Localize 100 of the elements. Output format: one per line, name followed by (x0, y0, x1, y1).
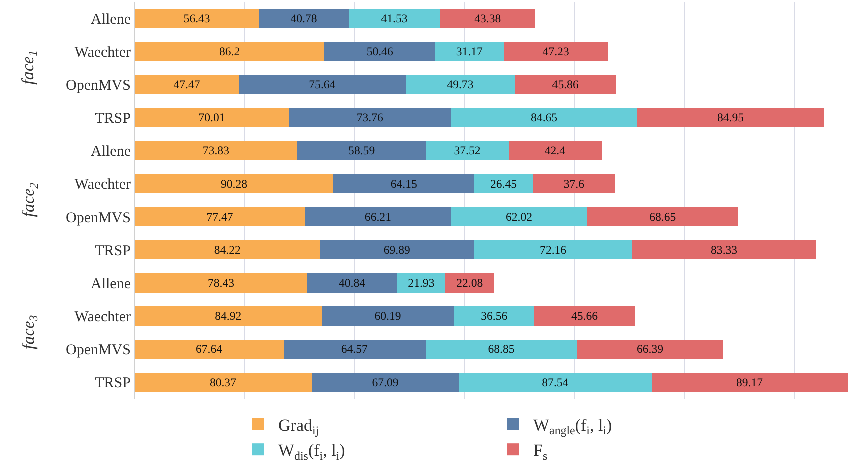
data-label: 47.23 (542, 44, 570, 58)
data-label: 77.47 (206, 210, 234, 224)
bar (305, 207, 452, 227)
data-label: 66.21 (364, 210, 392, 224)
data-label: 22.08 (456, 276, 484, 290)
data-label: 43.38 (474, 11, 502, 26)
bar (324, 42, 436, 62)
bar (135, 372, 312, 392)
bar (446, 274, 494, 293)
bar (440, 8, 536, 28)
data-label: 37.52 (454, 144, 481, 158)
y-tick-label: Allene (91, 276, 132, 292)
data-label: 84.95 (718, 110, 744, 125)
y-tick-label: TRSP (95, 111, 131, 128)
data-label: 41.53 (381, 11, 408, 26)
bar (474, 240, 633, 260)
bar (451, 108, 638, 128)
data-label: 68.85 (488, 342, 515, 356)
data-label: 45.86 (552, 78, 579, 92)
bar (135, 207, 306, 227)
data-label: 21.93 (408, 276, 435, 290)
bar (312, 372, 460, 392)
bar (135, 306, 322, 326)
y-tick-label: Waechter (74, 177, 132, 194)
data-label: 64.57 (341, 342, 368, 356)
data-label: 67.09 (372, 375, 399, 390)
y-tick-label: Allene (91, 144, 132, 160)
data-label: 68.65 (650, 210, 676, 224)
data-label: 84.22 (214, 242, 241, 257)
bar (459, 372, 652, 392)
data-label: 26.45 (490, 176, 518, 191)
y-tick-label: TRSP (95, 376, 131, 392)
data-label: 60.19 (374, 309, 402, 324)
y-tick-label: OpenMVS (66, 210, 131, 226)
bar (284, 340, 426, 359)
legend-label: W$_{angle}$(f$_{i}$, l$_{i}$) (534, 416, 612, 438)
bar (406, 75, 516, 94)
bar (637, 108, 824, 128)
y-tick-label: OpenMVS (66, 342, 131, 359)
bar (135, 340, 284, 359)
bar (451, 207, 588, 227)
bar (508, 141, 602, 160)
bar (534, 306, 635, 326)
data-label: 42.4 (544, 144, 566, 158)
bar (474, 174, 533, 194)
data-label: 78.43 (208, 276, 235, 290)
bar (348, 8, 440, 28)
bar (320, 240, 474, 260)
bar (504, 42, 608, 62)
data-label: 40.84 (338, 276, 366, 290)
legend-label: W$_{dis}$(f$_{i}$, l$_{i}$) (278, 441, 346, 463)
bar (632, 240, 816, 260)
y-tick-label: TRSP (95, 243, 131, 260)
bar (322, 306, 454, 326)
legend-label: F$_{s}$ (534, 441, 548, 463)
data-label: 64.15 (390, 176, 418, 191)
bar (587, 207, 738, 227)
data-label: 75.64 (309, 78, 336, 92)
bar (397, 274, 446, 293)
data-label: 45.66 (572, 309, 598, 324)
bar (135, 141, 298, 160)
data-label: 37.6 (564, 176, 585, 191)
data-label: 49.73 (447, 78, 474, 92)
data-label: 36.56 (481, 309, 508, 324)
bar (135, 42, 325, 62)
data-label: 90.28 (221, 176, 248, 191)
bar (135, 8, 260, 28)
bar (334, 174, 475, 194)
legend-label: Grad$_{ij}$ (278, 416, 320, 438)
data-label: 69.89 (384, 242, 410, 257)
y-tick-label: Waechter (74, 310, 132, 326)
bar (288, 108, 452, 128)
bar (426, 340, 578, 359)
data-label: 72.16 (540, 242, 567, 257)
data-label: 84.92 (215, 309, 242, 324)
bar (436, 42, 504, 62)
y-tick-label: Allene (91, 12, 132, 28)
bar (297, 141, 426, 160)
bar (652, 372, 848, 392)
data-label: 80.37 (210, 375, 237, 390)
y-tick-label: Waechter (74, 44, 132, 61)
bar (259, 8, 349, 28)
data-label: 40.78 (290, 11, 318, 26)
bar (426, 141, 509, 160)
data-label: 86.2 (219, 44, 240, 58)
data-label: 73.76 (356, 110, 384, 125)
data-label: 47.47 (174, 78, 200, 92)
bar (135, 108, 289, 128)
data-label: 56.43 (184, 11, 210, 26)
data-label: 58.59 (348, 144, 376, 158)
bar (135, 240, 320, 260)
data-label: 31.17 (456, 44, 484, 58)
data-label: 87.54 (542, 375, 569, 390)
data-label: 50.46 (366, 44, 394, 58)
bar (515, 75, 616, 94)
data-label: 73.83 (202, 144, 230, 158)
data-label: 89.17 (736, 375, 764, 390)
bar (135, 274, 308, 293)
bar (577, 340, 724, 359)
data-label: 66.39 (636, 342, 664, 356)
